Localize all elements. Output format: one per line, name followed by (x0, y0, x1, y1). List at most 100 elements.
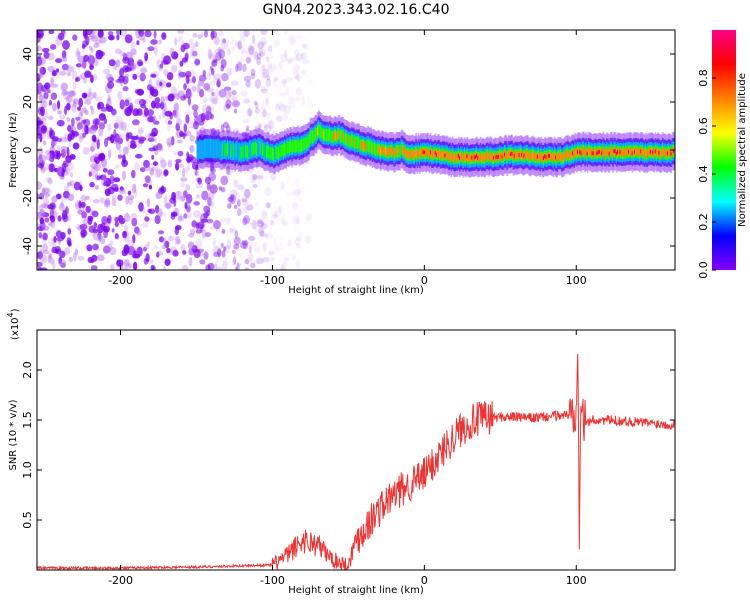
spectrogram-noise-cell (98, 36, 107, 44)
spectrogram-noise-cell (156, 251, 160, 258)
spectrogram-ridge-cell (269, 147, 272, 161)
spectrogram-noise-cell (80, 107, 84, 116)
spectrogram-ridge-cell (369, 141, 371, 154)
spectrogram-noise-cell (130, 135, 138, 141)
spectrogram-noise-cell (287, 207, 291, 217)
spectrogram-noise-cell (207, 106, 215, 111)
spectrogram-noise-cell (40, 254, 48, 264)
spectrogram-noise-cell (108, 34, 115, 41)
spectrogram-noise-cell (37, 56, 43, 66)
spectrogram-noise-cell (61, 50, 67, 59)
spectrogram-noise-cell (256, 220, 264, 228)
spectrogram-ridge-cell (606, 147, 608, 156)
spectrogram-y-label: Frequency (Hz) (8, 112, 19, 188)
spectrogram-noise-cell (66, 181, 72, 187)
spectrogram-ridge-cell (344, 132, 347, 146)
spectrogram-noise-cell (254, 107, 260, 114)
spectrogram-noise-cell (62, 90, 69, 95)
spectrogram-noise-cell (143, 159, 150, 169)
spectrogram-noise-cell (176, 239, 182, 245)
spectrogram-ridge-cell (521, 153, 523, 157)
spectrogram-noise-cell (224, 86, 232, 91)
spectrogram-noise-cell (275, 64, 282, 72)
spectrogram-ridge-cell (600, 148, 602, 157)
spectrogram-noise-cell (156, 146, 164, 152)
spectrogram-noise-cell (75, 223, 82, 231)
spectrogram-noise-cell (187, 242, 195, 250)
spectrogram-ridge-cell (320, 126, 323, 139)
spectrogram-noise-cell (49, 145, 55, 153)
spectrogram-noise-cell (294, 176, 297, 181)
spectrogram-noise-cell (222, 38, 227, 44)
spectrogram-noise-cell (188, 256, 193, 267)
spectrogram-noise-cell (211, 91, 215, 96)
spectrogram-noise-cell (60, 201, 64, 209)
spectrogram-noise-cell (121, 249, 128, 257)
snr-x-tick-label: 0 (421, 574, 428, 587)
spectrogram-ridge-cell (602, 147, 605, 155)
spectrogram-ridge-cell (479, 152, 482, 161)
spectrogram-noise-cell (101, 158, 107, 168)
spectrogram-noise-cell (122, 170, 126, 181)
spectrogram-ridge-cell (499, 151, 501, 159)
spectrogram-noise-cell (147, 109, 154, 117)
spectrogram-ridge-cell (339, 130, 342, 144)
spectrogram-y-tick-label: 40 (21, 47, 34, 61)
spectrogram-ridge-cell (630, 147, 633, 156)
spectrogram-ridge-cell (505, 150, 507, 159)
spectrogram-ridge-cell (657, 148, 659, 156)
spectrogram-noise-cell (233, 243, 240, 250)
spectrogram-noise-cell (278, 60, 284, 69)
spectrogram-noise-cell (75, 77, 79, 83)
spectrogram-y-tick-label: -20 (21, 189, 34, 207)
spectrogram-noise-cell (144, 244, 150, 250)
spectrogram-ridge-cell (663, 149, 665, 157)
spectrogram-ridge-cell (276, 146, 279, 159)
spectrogram-noise-cell (182, 168, 185, 178)
spectrogram-noise-cell (130, 41, 136, 49)
spectrogram-noise-cell (196, 83, 201, 94)
spectrogram-noise-cell (88, 54, 93, 58)
spectrogram-ridge-cell (347, 134, 349, 147)
spectrogram-noise-cell (194, 58, 201, 66)
spectrogram-noise-cell (204, 176, 212, 185)
spectrogram-noise-cell (120, 121, 127, 131)
spectrogram-noise-cell (144, 30, 152, 38)
spectrogram-noise-cell (195, 41, 199, 47)
spectrogram-noise-cell (132, 73, 138, 80)
spectrogram-noise-cell (225, 91, 232, 100)
spectrogram-ridge-cell (293, 139, 296, 153)
spectrogram-ridge-cell (393, 149, 396, 158)
spectrogram-noise-cell (185, 70, 192, 78)
spectrogram-ridge-cell (307, 135, 309, 148)
spectrogram-ridge-cell (245, 144, 247, 158)
spectrogram-noise-cell (40, 167, 46, 174)
spectrogram-ridge-cell (626, 147, 629, 156)
spectrogram-noise-cell (107, 214, 112, 224)
spectrogram-noise-cell (186, 151, 190, 159)
spectrogram-ridge-cell (586, 151, 589, 156)
spectrogram-noise-cell (180, 95, 187, 101)
spectrogram-noise-cell (135, 63, 141, 69)
spectrogram-noise-cell (280, 243, 285, 249)
spectrogram-noise-cell (302, 58, 310, 65)
spectrogram-noise-cell (262, 122, 269, 129)
spectrogram-ridge-cell (228, 140, 230, 160)
spectrogram-noise-cell (90, 142, 96, 152)
spectrogram-noise-cell (193, 210, 201, 218)
spectrogram-ridge-cell (652, 150, 654, 155)
spectrogram-ridge-cell (248, 140, 251, 160)
spectrogram-noise-cell (174, 37, 178, 46)
spectrogram-noise-cell (251, 174, 256, 179)
spectrogram-noise-cell (256, 162, 261, 168)
spectrogram-ridge-cell (327, 129, 330, 142)
spectrogram-noise-cell (200, 126, 206, 134)
spectrogram-noise-cell (208, 68, 212, 76)
spectrogram-noise-cell (52, 69, 57, 77)
spectrogram-ridge-cell (422, 150, 425, 155)
spectrogram-ridge-cell (591, 151, 594, 156)
spectrogram-noise-cell (242, 240, 249, 250)
spectrogram-ridge-cell (669, 149, 671, 157)
spectrogram-noise-cell (256, 257, 264, 265)
spectrogram-noise-cell (297, 194, 303, 202)
